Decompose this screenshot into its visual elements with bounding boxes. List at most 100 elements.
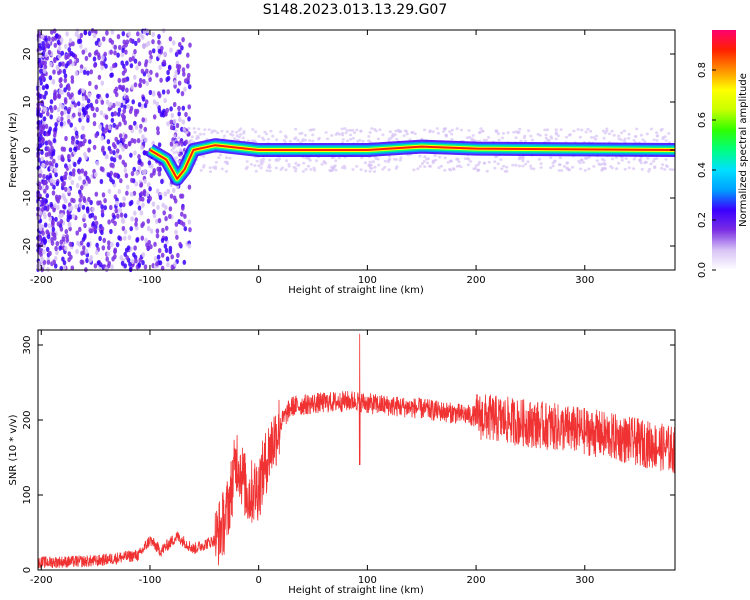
spectrogram-noise-mark xyxy=(165,76,169,83)
spectrogram-haze-mark xyxy=(544,136,548,140)
spectrogram-noise-mark xyxy=(148,76,152,82)
spectrogram-noise-mark xyxy=(116,173,121,179)
spectrogram-noise-mark xyxy=(187,72,191,78)
spectrogram-haze-mark xyxy=(436,131,440,135)
spectrogram-noise-mark xyxy=(178,41,182,48)
spectrogram-haze-mark xyxy=(381,133,385,137)
spectrogram-noise-mark xyxy=(170,254,174,260)
spectrogram-noise-mark xyxy=(59,175,64,181)
spectrogram-noise-mark xyxy=(82,69,87,75)
spectrogram-noise-mark xyxy=(106,251,111,257)
spectrogram-noise-mark xyxy=(41,51,45,57)
spectrogram-noise-mark xyxy=(56,221,61,227)
spectrogram-noise-mark xyxy=(137,61,142,67)
spectrogram-noise-mark xyxy=(124,143,128,150)
spectrogram-noise-mark xyxy=(133,74,137,80)
spectrogram-noise-mark xyxy=(45,193,50,199)
spectrogram-haze-mark xyxy=(655,139,659,142)
spectrogram-haze-mark xyxy=(360,156,364,160)
spectrogram-noise-mark xyxy=(113,247,117,253)
spectrogram-noise-mark xyxy=(123,167,128,174)
spectrogram-noise-mark xyxy=(121,137,126,143)
spectrogram-haze-mark xyxy=(592,136,596,139)
spectrogram-haze-mark xyxy=(481,129,485,133)
spectrogram-noise-mark xyxy=(37,86,42,92)
spectrogram-noise-mark xyxy=(144,62,148,68)
spectrogram-noise-mark xyxy=(125,190,129,196)
spectrogram-haze-mark xyxy=(253,130,258,134)
spectrogram-noise-mark xyxy=(38,172,42,179)
spectrogram-haze-mark xyxy=(192,127,196,130)
spectrogram-haze-mark xyxy=(174,156,179,160)
spectrogram-noise-mark xyxy=(184,111,188,118)
spectrogram-noise-mark xyxy=(177,111,181,117)
spectrogram-noise-mark xyxy=(88,228,93,234)
spectrogram-noise-mark xyxy=(162,210,166,216)
spectrogram-haze-mark xyxy=(586,127,590,131)
spectrogram-noise-mark xyxy=(147,182,151,188)
spectrogram-noise-mark xyxy=(153,241,157,247)
spectrogram-haze-mark xyxy=(477,160,482,164)
spectrogram-haze-mark xyxy=(343,166,347,170)
spectrogram-haze-mark xyxy=(660,166,664,170)
spectrogram-noise-mark xyxy=(53,105,57,111)
spectrogram-noise-mark xyxy=(129,226,133,232)
spectrogram-haze-mark xyxy=(607,132,612,136)
spectrogram-noise-mark xyxy=(84,95,89,101)
spectrogram-haze-mark xyxy=(199,169,203,172)
spectrogram-haze-mark xyxy=(246,139,250,143)
spectrogram-noise-mark xyxy=(125,184,130,190)
spectrogram-noise-mark xyxy=(119,255,123,261)
spectrogram-noise-mark xyxy=(65,31,69,37)
spectrogram-noise-mark xyxy=(98,235,102,242)
spectrogram-noise-mark xyxy=(144,237,148,243)
spectrogram-noise-mark xyxy=(165,256,170,262)
spectrogram-noise-mark xyxy=(64,186,68,192)
spectrogram-noise-mark xyxy=(143,126,148,132)
snr-axes: -200 -100 0 100 200 300 0 100 200 300 xyxy=(22,329,676,586)
spectrogram-noise-mark xyxy=(75,230,79,236)
colorbar-tick-label: 0.4 xyxy=(697,162,708,178)
spectrogram-haze-mark xyxy=(346,139,350,143)
spectrogram-noise-mark xyxy=(84,105,89,111)
spectrogram-noise-mark xyxy=(88,52,92,58)
spectrogram-noise-mark xyxy=(143,264,148,270)
spectrogram-noise-mark xyxy=(63,73,68,79)
spectrogram-haze-mark xyxy=(529,167,534,170)
spectrogram-noise-mark xyxy=(128,124,132,130)
spectrogram-haze-mark xyxy=(514,163,518,167)
spectrogram-noise-mark xyxy=(75,139,79,145)
spectrogram-haze-mark xyxy=(583,157,588,160)
spectrogram-haze-mark xyxy=(645,132,649,136)
spectrogram-noise-mark xyxy=(45,175,50,181)
spectrogram-noise-mark xyxy=(157,248,162,254)
spectrogram-noise-mark xyxy=(109,204,113,211)
spectrogram-haze-mark xyxy=(554,131,559,135)
spectrogram-noise-mark xyxy=(70,179,75,185)
spectrogram-noise-mark xyxy=(42,236,46,242)
spectrogram-noise-mark xyxy=(59,121,64,127)
spectrogram-noise-mark xyxy=(131,56,135,62)
spectrogram-noise-mark xyxy=(121,84,126,90)
spectrogram-noise-mark xyxy=(89,69,94,75)
snr-trace xyxy=(37,333,676,569)
spectrogram-noise-mark xyxy=(152,213,157,219)
spectrogram-noise-mark xyxy=(48,216,53,222)
spectrogram-haze-mark xyxy=(311,139,315,143)
spectrogram-noise-mark xyxy=(134,124,139,130)
spectrogram-noise-mark xyxy=(142,43,146,50)
spectrogram-noise-mark xyxy=(48,160,53,166)
spectrogram-noise-mark xyxy=(87,30,92,36)
spectrogram-noise-mark xyxy=(67,85,71,91)
colorbar-tick-label: 0.6 xyxy=(697,112,708,128)
spectrogram-noise-mark xyxy=(186,63,190,69)
spectrogram-haze-mark xyxy=(617,134,621,138)
spectrogram-noise-mark xyxy=(123,229,128,235)
spectrogram-noise-mark xyxy=(79,32,84,39)
spectrogram-haze-mark xyxy=(412,168,416,172)
spectrogram-noise-mark xyxy=(166,121,170,127)
x-tick-label: 200 xyxy=(467,275,486,286)
spectrogram-noise-mark xyxy=(155,228,160,234)
spectrogram-haze-mark xyxy=(264,132,269,136)
spectrogram-noise-mark xyxy=(74,204,78,210)
